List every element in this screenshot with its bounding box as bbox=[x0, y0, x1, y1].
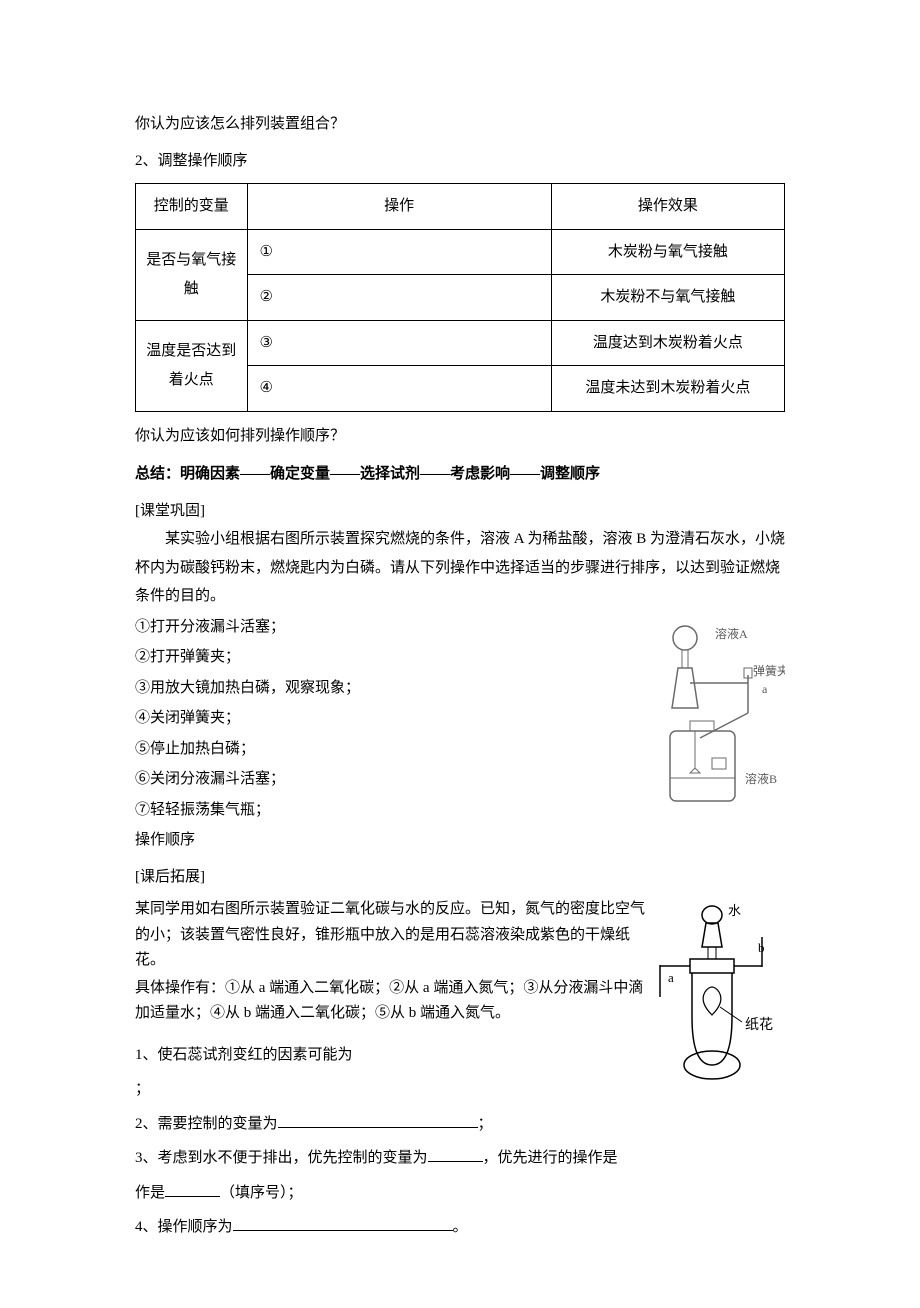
blank-q2 bbox=[278, 1127, 478, 1128]
eff-1: 木炭粉与氧气接触 bbox=[551, 229, 784, 275]
fig1-label-b: 溶液B bbox=[745, 771, 777, 786]
blank-q4 bbox=[233, 1230, 453, 1231]
q1-text: 1、使石蕊试剂变红的因素可能为 bbox=[135, 1047, 353, 1063]
th-effect: 操作效果 bbox=[551, 184, 784, 230]
apparatus-figure-1: 溶液A 弹簧夹 a 溶液B bbox=[640, 613, 785, 818]
op-3: ③ bbox=[247, 320, 551, 366]
exercise1-p1: 某实验小组根据右图所示装置探究燃烧的条件，溶液 A 为稀盐酸，溶液 B 为澄清石… bbox=[135, 525, 785, 611]
q3-line: 3、考虑到水不便于排出，优先控制的变量为 ，优先进行的操作是 bbox=[135, 1144, 650, 1173]
op-1: ① bbox=[247, 229, 551, 275]
q2-a: 2、需要控制的变量为 bbox=[135, 1116, 278, 1132]
fig2-label-a: a bbox=[668, 970, 674, 985]
blank-q3b bbox=[165, 1196, 220, 1197]
exercise2-p2: 具体操作有：①从 a 端通入二氧化碳；②从 a 端通入氮气；③从分液漏斗中滴加适… bbox=[135, 976, 650, 1027]
exercise2-title: [课后拓展] bbox=[135, 863, 785, 892]
q3-a: 3、考虑到水不便于排出，优先控制的变量为 bbox=[135, 1150, 428, 1166]
step-7: ⑦轻轻振荡集气瓶； bbox=[135, 796, 630, 825]
fig2-label-flower: 纸花 bbox=[745, 1017, 773, 1033]
step-6: ⑥关闭分液漏斗活塞； bbox=[135, 765, 630, 794]
fig1-label-a: 溶液A bbox=[715, 626, 748, 641]
q4-b: 。 bbox=[453, 1219, 468, 1235]
step-5: ⑤停止加热白磷； bbox=[135, 735, 630, 764]
q2-b: ； bbox=[478, 1116, 493, 1132]
exercise2-block: 水 a b 纸花 某同学用如右图所示装置验证二氧化碳与水的反应。已知，氮气的密度… bbox=[135, 897, 785, 1242]
exercise1-block: 某实验小组根据右图所示装置探究燃烧的条件，溶液 A 为稀盐酸，溶液 B 为澄清石… bbox=[135, 525, 785, 855]
q4-a: 4、操作顺序为 bbox=[135, 1219, 233, 1235]
summary-line: 总结：明确因素——确定变量——选择试剂——考虑影响——调整顺序 bbox=[135, 460, 785, 489]
q1-line: 1、使石蕊试剂变红的因素可能为 bbox=[135, 1041, 650, 1070]
op-4: ④ bbox=[247, 366, 551, 412]
question-op-order: 你认为应该如何排列操作顺序？ bbox=[135, 422, 785, 451]
fig1-label-atag: a bbox=[762, 682, 768, 696]
q3-c: （填序号）； bbox=[220, 1185, 303, 1201]
exercise2-p1: 某同学用如右图所示装置验证二氧化碳与水的反应。已知，氮气的密度比空气的小；该装置… bbox=[135, 897, 650, 974]
exercise1-order-label: 操作顺序 bbox=[135, 826, 785, 855]
operation-table: 控制的变量 操作 操作效果 是否与氧气接触 ① 木炭粉与氧气接触 ② 木炭粉不与… bbox=[135, 183, 785, 412]
table-header-row: 控制的变量 操作 操作效果 bbox=[136, 184, 785, 230]
exercise1-title: [课堂巩固] bbox=[135, 497, 785, 526]
fig1-label-spring: 弹簧夹 bbox=[753, 663, 785, 678]
q1-sep: ； bbox=[135, 1075, 650, 1104]
heading-adjust-order: 2、调整操作顺序 bbox=[135, 147, 785, 176]
step-1: ①打开分液漏斗活塞； bbox=[135, 613, 630, 642]
step-3: ③用放大镜加热白磷，观察现象； bbox=[135, 674, 630, 703]
question-arrangement: 你认为应该怎么排列装置组合？ bbox=[135, 110, 785, 139]
eff-2: 木炭粉不与氧气接触 bbox=[551, 275, 784, 321]
table-row: 是否与氧气接触 ① 木炭粉与氧气接触 bbox=[136, 229, 785, 275]
step-4: ④关闭弹簧夹； bbox=[135, 704, 630, 733]
fig2-label-b: b bbox=[758, 940, 765, 955]
th-operation: 操作 bbox=[247, 184, 551, 230]
q4-line: 4、操作顺序为 。 bbox=[135, 1213, 650, 1242]
fig2-label-water: 水 bbox=[728, 903, 741, 918]
step-2: ②打开弹簧夹； bbox=[135, 643, 630, 672]
var-temp: 温度是否达到着火点 bbox=[136, 320, 248, 411]
var-oxygen: 是否与氧气接触 bbox=[136, 229, 248, 320]
blank-q3a bbox=[428, 1161, 483, 1162]
q3-b: ，优先进行的操作是 bbox=[483, 1150, 618, 1166]
apparatus-figure-2: 水 a b 纸花 bbox=[650, 897, 775, 1087]
q3-line2: 作是 （填序号）； bbox=[135, 1179, 650, 1208]
th-variable: 控制的变量 bbox=[136, 184, 248, 230]
q2-line: 2、需要控制的变量为 ； bbox=[135, 1110, 650, 1139]
eff-3: 温度达到木炭粉着火点 bbox=[551, 320, 784, 366]
eff-4: 温度未达到木炭粉着火点 bbox=[551, 366, 784, 412]
q3-prefix: 作是 bbox=[135, 1185, 165, 1201]
op-2: ② bbox=[247, 275, 551, 321]
table-row: 温度是否达到着火点 ③ 温度达到木炭粉着火点 bbox=[136, 320, 785, 366]
